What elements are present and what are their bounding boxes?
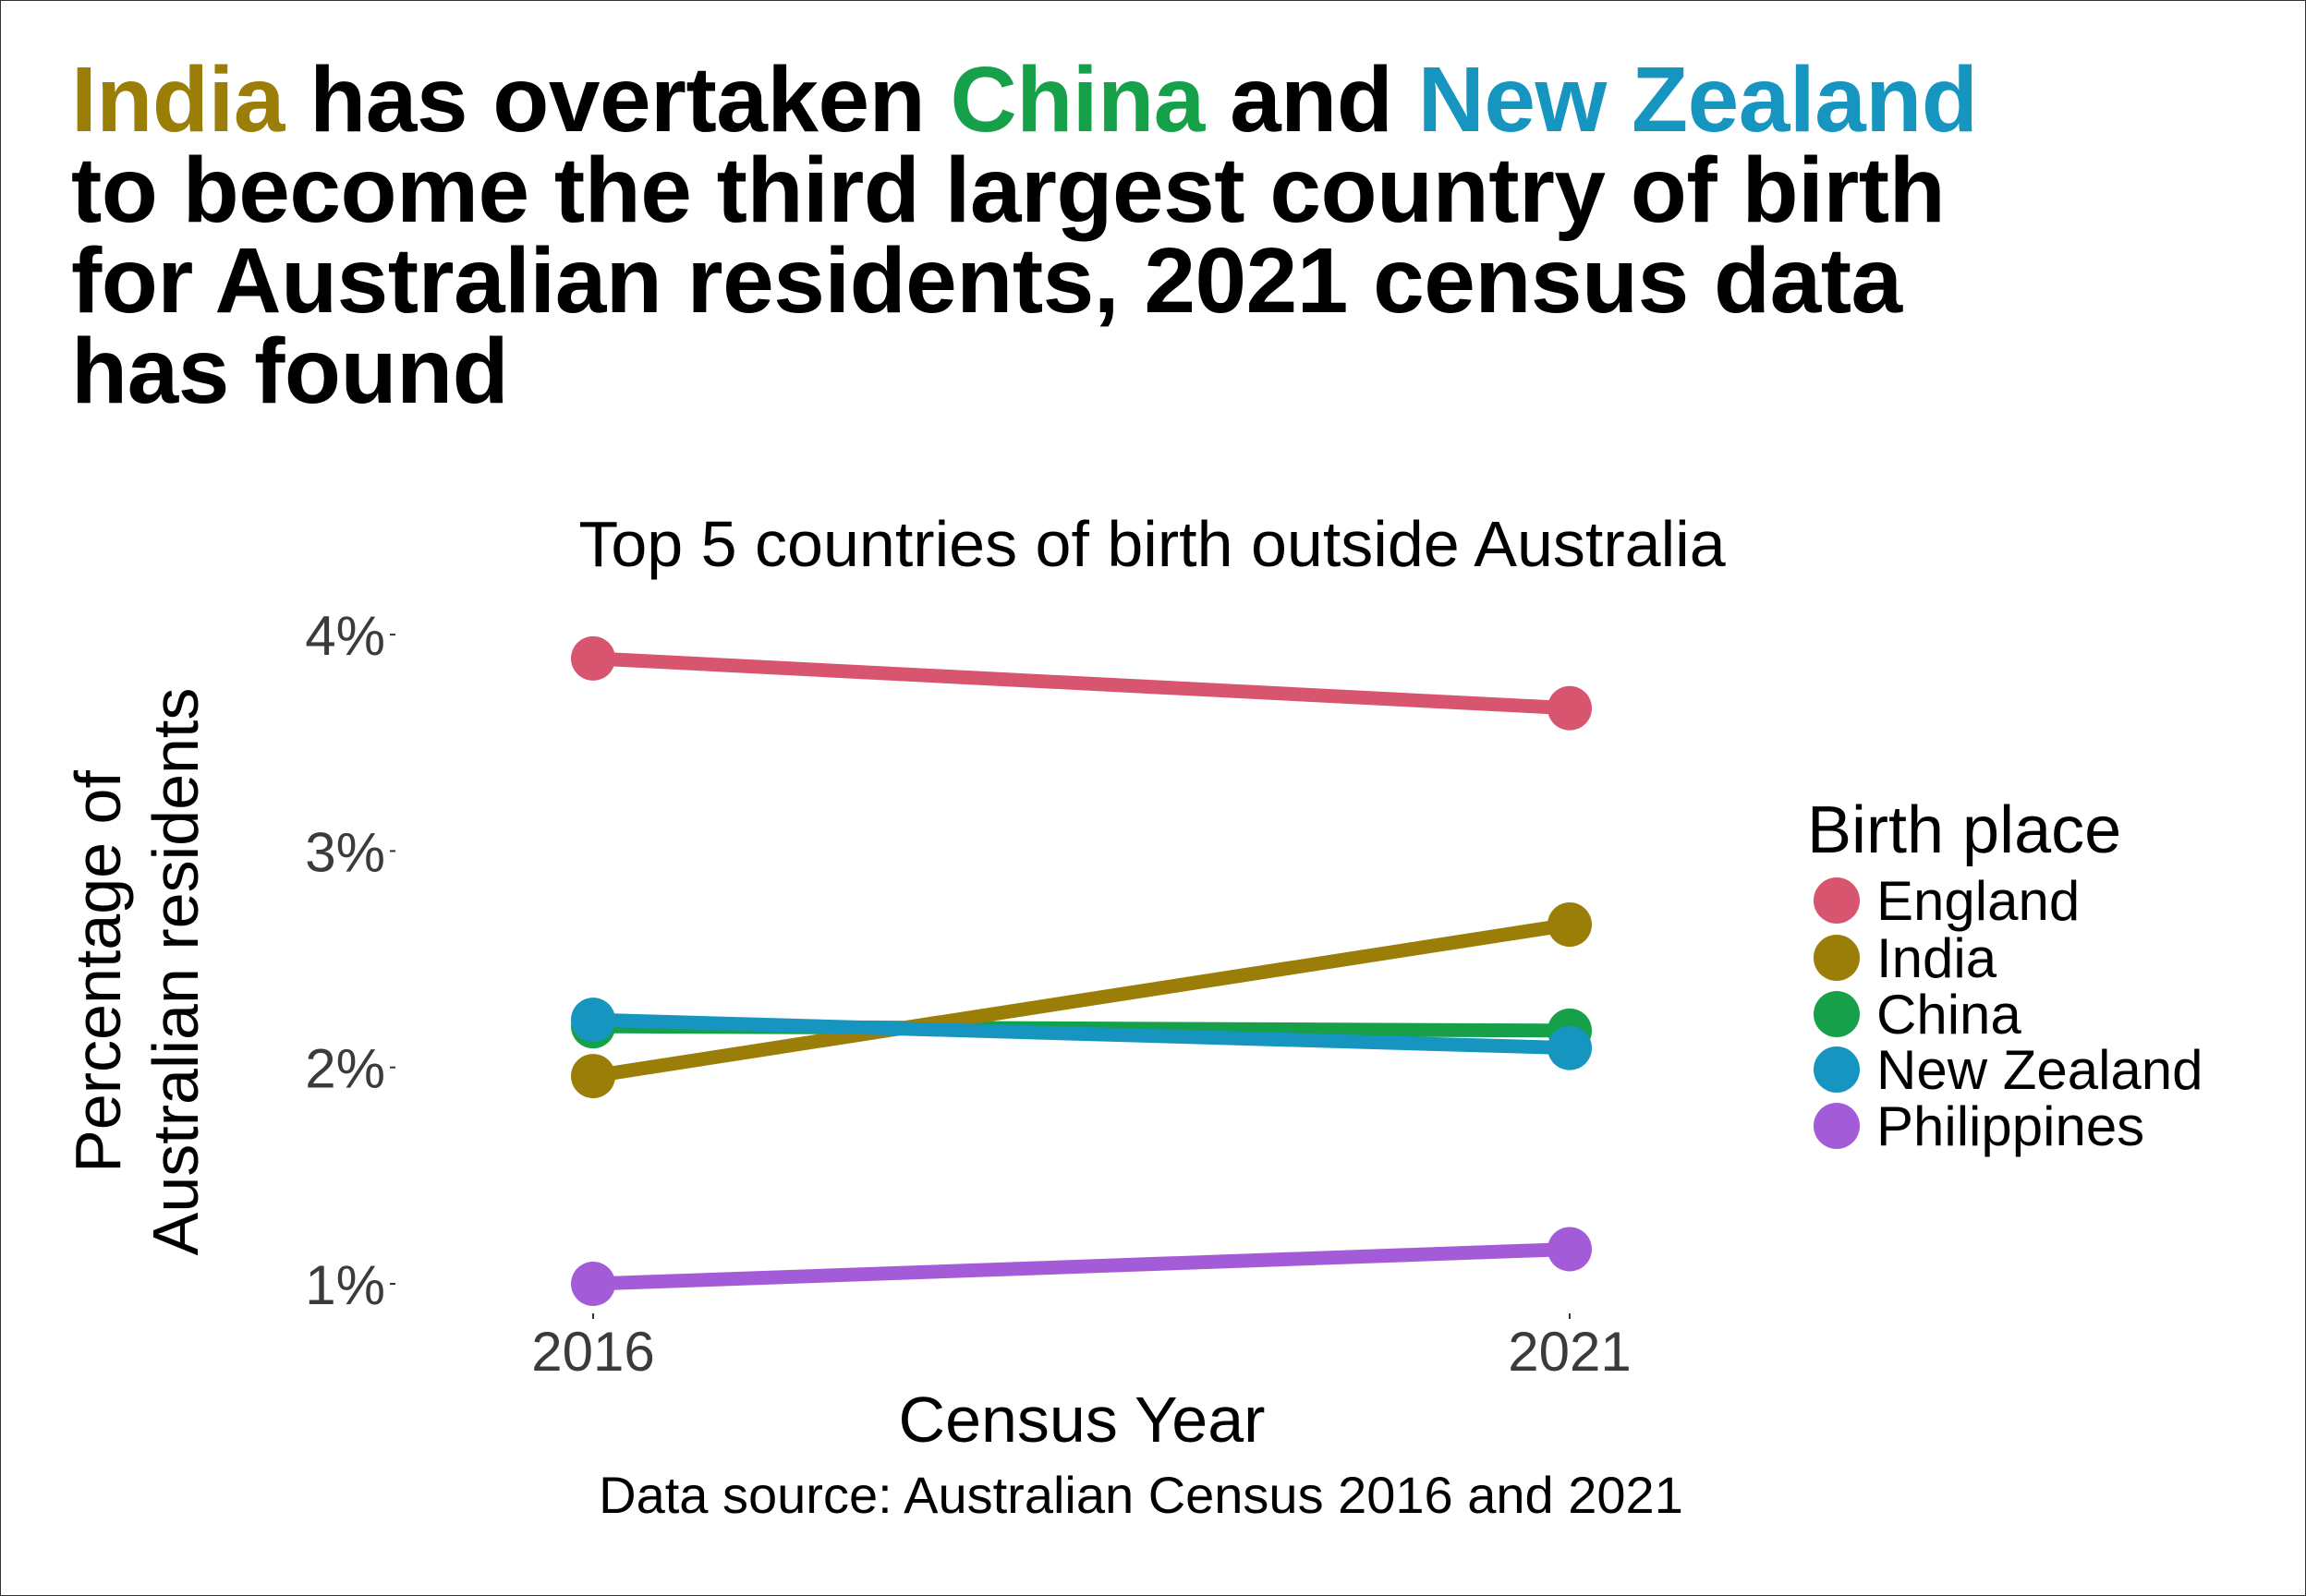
- data-point: [1547, 685, 1592, 731]
- series-new-zealand: [571, 998, 1592, 1070]
- x-tick-label: 2021: [1508, 1321, 1631, 1383]
- headline: India has overtaken China and New Zealan…: [71, 54, 2196, 417]
- y-tick-label: 4%: [305, 605, 385, 667]
- data-point: [1547, 1025, 1592, 1070]
- data-point: [1547, 1227, 1592, 1272]
- caption: Data source: Australian Census 2016 and …: [599, 1466, 1683, 1524]
- x-axis: 2016 2021: [531, 1313, 1632, 1383]
- headline-text: and: [1204, 48, 1418, 151]
- legend-label: England: [1876, 870, 2080, 932]
- legend-label: China: [1876, 984, 2021, 1046]
- y-tick-label: 3%: [305, 821, 385, 883]
- legend-title: Birth place: [1807, 793, 2121, 867]
- series-line: [592, 651, 1571, 716]
- headline-line-3: for Australian residents, 2021 census da…: [71, 229, 1902, 332]
- series-line: [591, 917, 1572, 1083]
- legend-item-new-zealand: New Zealand: [1814, 1039, 2203, 1101]
- y-axis-title: Percentage of Australian residents: [62, 688, 212, 1256]
- y-tick-label: 2%: [305, 1038, 385, 1100]
- y-axis-title-line-1: Percentage of: [62, 770, 134, 1173]
- chart-title: Top 5 countries of birth outside Austral…: [578, 508, 1725, 580]
- legend-marker: [1814, 991, 1860, 1037]
- legend-item-china: China: [1814, 984, 2021, 1046]
- data-point: [571, 635, 615, 681]
- legend-marker: [1814, 1046, 1860, 1093]
- series-england: [571, 635, 1592, 731]
- legend-marker: [1814, 935, 1860, 981]
- series-philippines: [571, 1227, 1592, 1306]
- legend-label: India: [1876, 927, 1997, 989]
- series-line: [592, 1242, 1571, 1291]
- y-axis: 1% 2% 3% 4%: [305, 605, 395, 1316]
- headline-india: India: [71, 48, 285, 151]
- y-axis-title-line-2: Australian residents: [140, 688, 212, 1256]
- series-group: [571, 635, 1592, 1306]
- headline-line-1: India has overtaken China and New Zealan…: [71, 54, 2196, 146]
- headline-new-zealand: New Zealand: [1417, 48, 1978, 151]
- legend-label: New Zealand: [1876, 1039, 2203, 1101]
- headline-line-4: has found: [71, 320, 509, 423]
- legend-item-philippines: Philippines: [1814, 1095, 2144, 1157]
- data-point: [571, 998, 615, 1043]
- headline-china: China: [950, 48, 1205, 151]
- legend-item-india: India: [1814, 927, 1997, 989]
- legend-item-england: England: [1814, 870, 2080, 932]
- headline-line-2: to become the third largest country of b…: [71, 139, 1946, 242]
- data-point: [1547, 902, 1592, 948]
- headline-text: has overtaken: [284, 48, 951, 151]
- legend-marker: [1814, 1103, 1860, 1149]
- y-tick-label: 1%: [305, 1254, 385, 1316]
- legend-label: Philippines: [1876, 1095, 2144, 1157]
- series-india: [571, 902, 1592, 1099]
- data-point: [571, 1054, 615, 1099]
- data-point: [571, 1262, 615, 1306]
- x-tick-label: 2016: [531, 1321, 654, 1383]
- x-axis-title: Census Year: [899, 1384, 1266, 1456]
- series-line: [592, 1012, 1571, 1056]
- legend-marker: [1814, 877, 1860, 924]
